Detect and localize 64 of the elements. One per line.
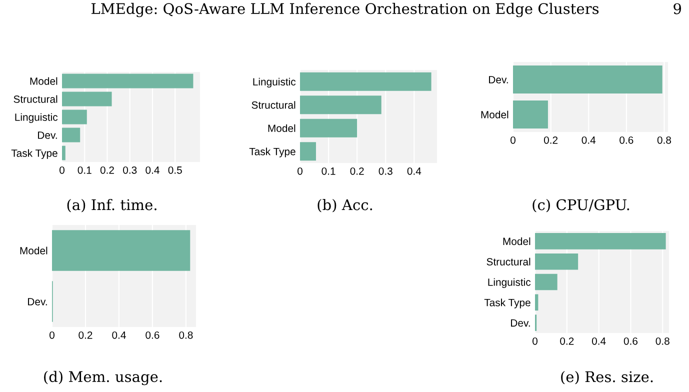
y-tick-label: Model xyxy=(30,77,58,85)
y-tick-label: Model xyxy=(20,246,48,254)
x-tick-label: 0.1 xyxy=(78,166,92,174)
y-tick-label: Structural xyxy=(252,101,296,109)
bar xyxy=(62,146,66,160)
x-tick-label: 0.2 xyxy=(544,136,558,144)
x-tick-label: 0.4 xyxy=(592,337,606,345)
bar xyxy=(62,110,87,124)
text: (c) CPU/GPU. xyxy=(532,198,630,212)
x-tick-label: 0 xyxy=(510,136,516,144)
bar xyxy=(62,92,112,106)
text: (e) Res. size. xyxy=(561,370,653,384)
text: LMEdge: QoS-Aware LLM Inference Orchestration on Edge Clusters xyxy=(91,2,599,18)
y-tick-label: Linguistic xyxy=(15,113,58,123)
y-tick-label: Linguistic xyxy=(488,278,531,288)
bar xyxy=(62,128,80,142)
bar xyxy=(62,74,194,88)
bar xyxy=(535,294,538,311)
x-tick-label: 0.4 xyxy=(112,331,126,339)
x-tick-label: 0.4 xyxy=(582,136,596,144)
x-tick-label: 0 xyxy=(50,331,54,339)
bar xyxy=(535,253,578,270)
x-tick-label: 0.2 xyxy=(350,167,364,175)
x-tick-label: 0.2 xyxy=(100,166,114,174)
y-tick-label: Model xyxy=(268,124,296,132)
y-tick-label: Dev. xyxy=(489,76,508,84)
text: (d) Mem. usage. xyxy=(44,370,162,386)
text: (a) Inf. time. xyxy=(67,198,156,212)
y-tick-label: Structural xyxy=(486,258,530,266)
x-tick-label: 0.6 xyxy=(146,331,160,339)
x-tick-label: 0.5 xyxy=(168,166,182,174)
x-tick-label: 0 xyxy=(532,337,538,345)
x-tick-label: 0.2 xyxy=(78,331,92,339)
x-tick-label: 0.8 xyxy=(657,136,672,144)
x-tick-label: 0 xyxy=(60,166,64,174)
x-tick-label: 0.4 xyxy=(407,167,422,175)
y-tick-label: Structural xyxy=(14,95,58,103)
text: (b) Acc. xyxy=(318,198,372,212)
text: 9 xyxy=(674,3,682,14)
y-tick-label: Dev. xyxy=(28,298,47,306)
bar xyxy=(300,142,316,161)
x-tick-label: 0.1 xyxy=(322,167,336,175)
y-tick-label: Model xyxy=(503,237,530,246)
x-tick-label: 0.3 xyxy=(123,166,137,174)
y-tick-label: Task Type xyxy=(249,148,296,158)
y-tick-label: Dev. xyxy=(38,132,57,139)
y-tick-label: Task Type xyxy=(11,149,58,159)
y-tick-label: Linguistic xyxy=(253,78,296,88)
x-tick-label: 0.8 xyxy=(179,331,193,339)
bar xyxy=(300,96,382,114)
x-tick-label: 0.2 xyxy=(560,337,574,345)
y-tick-label: Model xyxy=(481,110,508,118)
x-tick-label: 0.4 xyxy=(146,166,160,174)
y-tick-label: Task Type xyxy=(484,298,530,308)
bar xyxy=(300,72,432,91)
x-tick-label: 0.3 xyxy=(378,167,392,175)
x-tick-label: 0.6 xyxy=(624,337,638,345)
y-tick-label: Dev. xyxy=(511,319,530,327)
bar xyxy=(535,274,558,290)
x-tick-label: 0.8 xyxy=(656,337,670,345)
x-tick-label: 0.6 xyxy=(620,136,634,144)
bar xyxy=(535,233,666,250)
bar xyxy=(300,118,358,138)
x-tick-label: 0 xyxy=(298,167,302,175)
